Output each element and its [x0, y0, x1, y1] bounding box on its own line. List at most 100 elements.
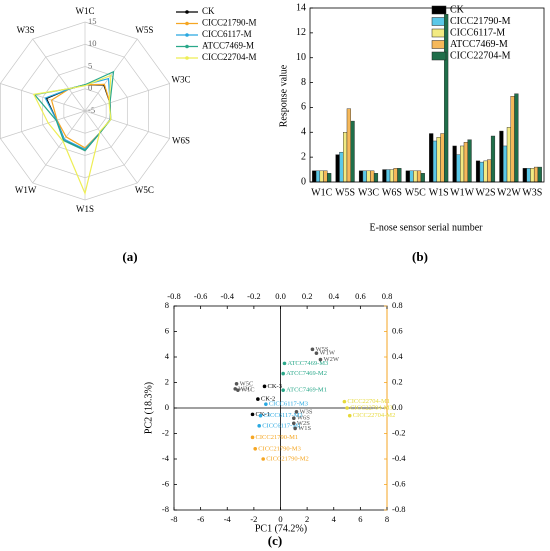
point-label: CICC6117-M3	[269, 401, 308, 408]
y2-tick-label: 0.4	[392, 351, 403, 361]
legend-label: CICC6117-M	[202, 29, 252, 39]
bar	[467, 139, 472, 183]
bar	[514, 93, 519, 183]
bar	[370, 170, 375, 183]
point	[282, 361, 287, 366]
axis-label: W1S	[76, 204, 94, 214]
legend-swatch	[431, 5, 447, 15]
point-label: CICC21790-M1	[256, 434, 299, 441]
y2-tick-label: -0.4	[392, 453, 406, 463]
r-tick-label: 5	[88, 60, 92, 70]
point	[233, 387, 238, 391]
point-label: W5S	[315, 346, 328, 353]
legend-swatch	[431, 40, 447, 49]
panel-label: (b)	[412, 249, 428, 264]
bar	[389, 169, 394, 183]
x2-tick-label: 0.2	[302, 291, 313, 301]
bar	[323, 170, 328, 183]
bar	[343, 132, 348, 183]
point	[250, 435, 255, 440]
panel-label: (c)	[268, 533, 282, 548]
x-tick-label: W1C	[311, 187, 332, 198]
point-label: W3S	[299, 408, 312, 415]
x-axis-label: E-nose sensor serial number	[369, 222, 483, 233]
bar	[456, 154, 461, 183]
x-tick-label: -4	[224, 514, 232, 524]
legend-label: CK	[450, 4, 465, 15]
x-tick-label: W1S	[429, 187, 449, 198]
bar	[487, 159, 492, 183]
bar	[537, 166, 542, 183]
point	[342, 399, 347, 404]
bar	[409, 170, 414, 183]
point	[250, 412, 255, 417]
bar	[373, 173, 379, 183]
x-tick-label: 8	[385, 514, 389, 524]
bar	[506, 127, 511, 183]
spoke	[84, 83, 170, 112]
spoke	[84, 110, 138, 184]
point-label: ATCC7469-M3	[287, 360, 328, 367]
bar	[526, 168, 531, 183]
y-tick-label: -2	[162, 427, 169, 437]
legend-swatch	[431, 17, 447, 26]
y-tick-label: 14	[296, 2, 306, 13]
bar	[319, 170, 324, 183]
bar	[397, 168, 402, 183]
bar	[405, 170, 410, 183]
r-tick-label: 0	[88, 83, 92, 93]
point	[234, 381, 239, 386]
bar	[366, 170, 371, 183]
x2-tick-label: 0.8	[382, 291, 393, 301]
legend-marker	[185, 33, 189, 37]
bar	[346, 108, 351, 183]
x-tick-label: 4	[332, 514, 337, 524]
point-label: CICC6117-M1	[262, 422, 301, 429]
y-tick-label: 6	[301, 102, 306, 113]
y2-tick-label: 0.6	[392, 325, 403, 335]
point	[345, 406, 349, 410]
spoke	[32, 110, 86, 184]
bar	[503, 145, 508, 183]
legend-label: CICC6117-M	[450, 27, 505, 38]
bar	[432, 140, 438, 183]
panel-label: (a)	[122, 249, 137, 264]
legend-marker	[185, 21, 189, 26]
point	[257, 424, 262, 428]
y-tick-label: -6	[162, 478, 169, 488]
x-axis-label: PC1 (74.2%)	[255, 523, 307, 534]
point-label: W1W	[319, 350, 335, 357]
radar-line	[50, 83, 111, 149]
radar-line	[33, 70, 115, 152]
y2-tick-label: 0.0	[392, 402, 403, 412]
point	[292, 421, 296, 426]
legend-label: CICC22704-M	[450, 50, 511, 61]
x-tick-label: -8	[170, 514, 177, 524]
radar-line	[32, 74, 112, 196]
y-tick-label: 12	[296, 27, 306, 38]
y-tick-label: 10	[296, 52, 306, 63]
y2-tick-label: 0.8	[392, 300, 403, 310]
spoke	[84, 110, 170, 139]
point	[292, 416, 296, 421]
y-axis-label: PC2 (18.3%)	[143, 382, 154, 434]
point-label: W6S	[297, 415, 310, 422]
point-label: CICC22704-M1	[347, 398, 390, 405]
x2-tick-label: -0.8	[167, 291, 180, 301]
axis-label: W6S	[172, 136, 190, 146]
x-tick-label: W3C	[358, 187, 379, 198]
x2-tick-label: -0.4	[221, 291, 235, 301]
point	[310, 347, 315, 352]
point-label: ATCC7469-M2	[286, 370, 327, 377]
point	[281, 371, 285, 376]
bar	[440, 133, 445, 183]
x-tick-label: W2W	[497, 187, 521, 198]
legend-label: CK	[202, 6, 215, 16]
y2-tick-label: 0.2	[392, 376, 403, 386]
x-tick-label: 0	[278, 514, 282, 524]
r-tick-label: 15	[88, 16, 97, 26]
x-tick-label: W3S	[522, 187, 542, 198]
bar	[362, 170, 367, 183]
y2-tick-label: -0.2	[392, 427, 405, 437]
